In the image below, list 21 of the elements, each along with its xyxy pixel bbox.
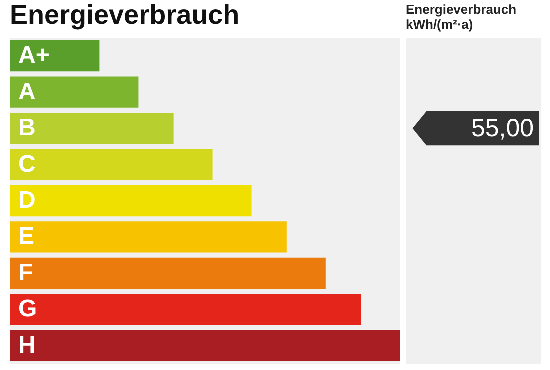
y-tick-label: A+ (18, 42, 50, 70)
x-axis-title: Energieverbrauch kWh/(m²·a) (406, 2, 517, 32)
y-tick-label: A (18, 78, 36, 106)
bar (10, 330, 400, 362)
bar (10, 294, 361, 326)
bar (10, 222, 287, 253)
text: 55,00 (471, 114, 534, 143)
y-tick-label: H (18, 332, 36, 359)
chart-title: Energieverbrauch (10, 0, 240, 30)
bar (10, 40, 100, 72)
y-tick-label: B (18, 114, 36, 142)
y-tick-label: E (18, 223, 35, 250)
bar (10, 258, 326, 290)
y-tick-label: C (18, 150, 36, 178)
y-tick-label: G (18, 296, 38, 323)
bar (10, 112, 174, 144)
y-tick-label: D (18, 187, 36, 214)
bar (10, 76, 139, 108)
bar (10, 185, 252, 217)
y-tick-label: F (18, 259, 34, 286)
bar (10, 149, 213, 180)
